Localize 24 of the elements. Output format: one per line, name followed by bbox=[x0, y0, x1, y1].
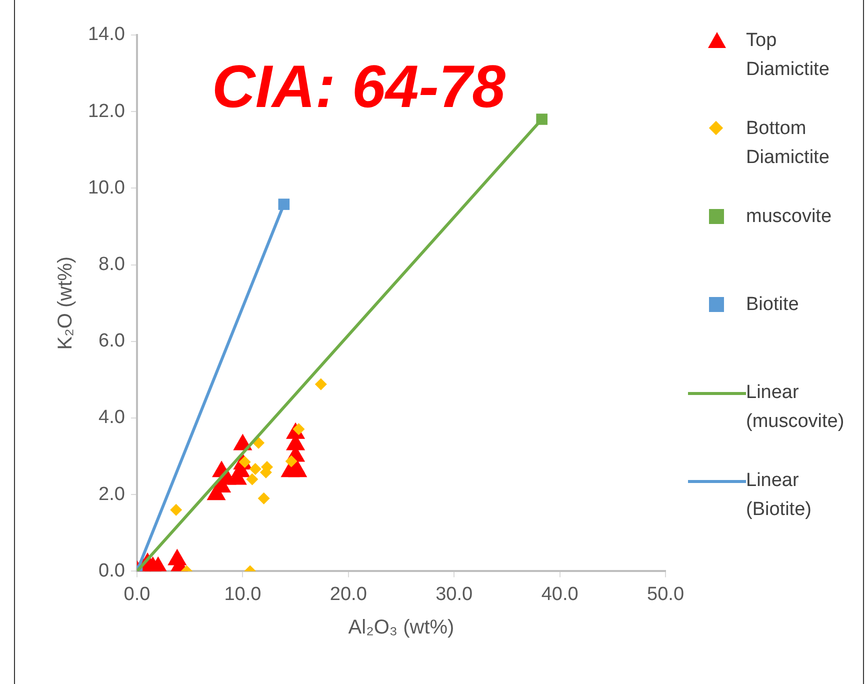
x-tick-label: 0.0 bbox=[124, 584, 150, 605]
legend-label: Linear (muscovite) bbox=[746, 381, 846, 434]
y-tick-label: 12.0 bbox=[88, 100, 125, 122]
legend-label: Top Diamictite bbox=[746, 29, 830, 82]
x-tick-label: 40.0 bbox=[541, 584, 578, 605]
y-tick-label: 4.0 bbox=[98, 407, 125, 428]
y-tick-label: 10.0 bbox=[88, 177, 125, 198]
y-tick-label: 14.0 bbox=[88, 24, 125, 46]
y-tick-label: 0.0 bbox=[98, 560, 125, 582]
legend-label: Biotite bbox=[746, 293, 800, 317]
legend-label: Linear (Biotite) bbox=[746, 469, 812, 522]
x-tick-label: 10.0 bbox=[224, 584, 262, 605]
legend-label: muscovite bbox=[746, 205, 833, 229]
point bbox=[288, 460, 308, 478]
y-tick-label: 2.0 bbox=[98, 484, 125, 505]
x-axis-title: Al₂O₃ (wt%) bbox=[348, 616, 454, 639]
x-tick-label: 20.0 bbox=[330, 584, 367, 605]
y-tick-label: 8.0 bbox=[98, 254, 125, 276]
annotation: CIA: 64-78 bbox=[212, 52, 506, 121]
y-axis-title: K₂O (wt%) bbox=[54, 256, 77, 350]
x-tick-label: 30.0 bbox=[436, 584, 473, 605]
legend-label: Bottom Diamictite bbox=[746, 117, 830, 170]
x-tick-label: 50.0 bbox=[647, 584, 684, 605]
y-tick-label: 6.0 bbox=[98, 330, 125, 352]
